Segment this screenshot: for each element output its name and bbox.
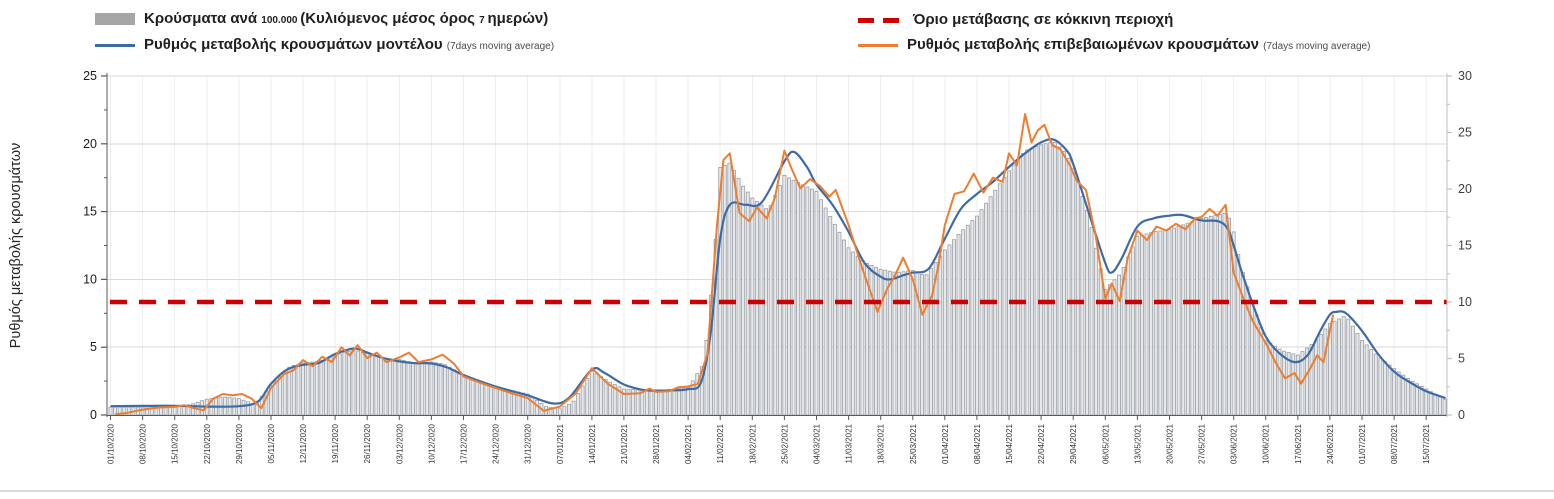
svg-text:15/04/2021: 15/04/2021 [1005, 423, 1014, 464]
svg-text:13/05/2021: 13/05/2021 [1133, 423, 1142, 464]
svg-text:0: 0 [90, 408, 97, 422]
svg-text:28/01/2021: 28/01/2021 [652, 423, 661, 464]
svg-text:01/10/2020: 01/10/2020 [107, 423, 116, 464]
left-axis-title: Ρυθμός μεταβολής κρουσμάτων [8, 143, 24, 349]
svg-text:20/05/2021: 20/05/2021 [1166, 423, 1175, 464]
figure-bottom-border [0, 490, 1554, 492]
svg-text:20: 20 [1458, 182, 1472, 196]
svg-text:18/02/2021: 18/02/2021 [748, 423, 757, 464]
svg-text:17/06/2021: 17/06/2021 [1294, 423, 1303, 464]
svg-text:11/03/2021: 11/03/2021 [845, 423, 854, 463]
svg-text:08/07/2021: 08/07/2021 [1390, 423, 1399, 464]
blue-line-swatch-icon [95, 43, 135, 47]
svg-text:14/01/2021: 14/01/2021 [588, 423, 597, 464]
svg-text:27/05/2021: 27/05/2021 [1198, 423, 1207, 464]
svg-text:21/01/2021: 21/01/2021 [620, 423, 629, 464]
svg-text:05/11/2020: 05/11/2020 [267, 423, 276, 463]
line-series-confirmed-rate [115, 113, 1335, 416]
legend-item-model-rate: Ρυθμός μεταβολής κρουσμάτων μοντέλου (7d… [95, 36, 554, 54]
bars-series-cases-per-100k [108, 141, 1447, 416]
svg-text:31/12/2020: 31/12/2020 [524, 423, 533, 464]
svg-text:06/05/2021: 06/05/2021 [1101, 423, 1110, 464]
legend-label: Ρυθμός μεταβολής επιβεβαιωμένων κρουσμάτ… [907, 36, 1371, 53]
svg-text:29/10/2020: 29/10/2020 [235, 423, 244, 464]
svg-text:03/06/2021: 03/06/2021 [1230, 423, 1239, 464]
svg-text:26/11/2020: 26/11/2020 [363, 423, 372, 463]
orange-line-swatch-icon [858, 43, 898, 47]
svg-text:08/10/2020: 08/10/2020 [139, 423, 148, 464]
svg-text:22/10/2020: 22/10/2020 [203, 423, 212, 464]
svg-text:29/04/2021: 29/04/2021 [1069, 423, 1078, 464]
svg-text:15: 15 [83, 205, 97, 219]
svg-text:20: 20 [83, 137, 97, 151]
svg-text:25: 25 [83, 69, 97, 83]
red-dash-swatch-icon [858, 17, 904, 23]
svg-text:08/04/2021: 08/04/2021 [973, 423, 982, 464]
svg-text:10: 10 [1458, 295, 1472, 309]
line-series-model-rate [110, 138, 1446, 408]
svg-text:22/04/2021: 22/04/2021 [1037, 423, 1046, 464]
legend-item-confirmed-rate: Ρυθμός μεταβολής επιβεβαιωμένων κρουσμάτ… [858, 36, 1370, 54]
svg-text:03/12/2020: 03/12/2020 [395, 423, 404, 464]
right-axis-ticks-labels: 0 5 10 15 20 25 30 [1447, 69, 1472, 422]
svg-text:15: 15 [1458, 239, 1472, 253]
svg-text:07/01/2021: 07/01/2021 [556, 423, 565, 464]
svg-text:24/12/2020: 24/12/2020 [492, 423, 501, 464]
bar-swatch-icon [95, 13, 135, 25]
svg-text:24/06/2021: 24/06/2021 [1326, 423, 1335, 464]
svg-text:0: 0 [1458, 408, 1465, 422]
svg-text:04/03/2021: 04/03/2021 [813, 423, 822, 464]
svg-text:17/12/2020: 17/12/2020 [460, 423, 469, 464]
svg-text:25/02/2021: 25/02/2021 [780, 423, 789, 464]
legend-label: Όριο μετάβασης σε κόκκινη περιοχή [913, 11, 1174, 28]
svg-text:15/07/2021: 15/07/2021 [1422, 423, 1431, 464]
svg-text:10: 10 [83, 272, 97, 286]
svg-text:30: 30 [1458, 69, 1472, 83]
legend-label: Ρυθμός μεταβολής κρουσμάτων μοντέλου (7d… [144, 36, 555, 53]
svg-text:25: 25 [1458, 126, 1472, 140]
svg-text:04/02/2021: 04/02/2021 [684, 423, 693, 464]
svg-text:10/06/2021: 10/06/2021 [1262, 423, 1271, 464]
legend-label: Κρούσματα ανά 100.000 (Κυλιόμενος μέσος … [144, 10, 549, 27]
svg-text:10/12/2020: 10/12/2020 [427, 423, 436, 464]
svg-text:25/03/2021: 25/03/2021 [909, 423, 918, 464]
svg-text:11/02/2021: 11/02/2021 [716, 423, 725, 463]
legend-item-red-threshold: Όριο μετάβασης σε κόκκινη περιοχή [858, 11, 1173, 29]
x-axis-ticks-date-labels: 01/10/2020 08/10/2020 15/10/2020 22/10/2020… [107, 415, 1431, 464]
svg-text:19/11/2020: 19/11/2020 [331, 423, 340, 463]
svg-text:12/11/2020: 12/11/2020 [299, 423, 308, 463]
svg-text:5: 5 [90, 340, 97, 354]
svg-text:18/03/2021: 18/03/2021 [877, 423, 886, 464]
svg-text:01/07/2021: 01/07/2021 [1358, 423, 1367, 464]
left-axis-ticks-labels: 0 5 10 15 20 25 [83, 69, 107, 422]
svg-text:5: 5 [1458, 352, 1465, 366]
legend-item-cases-bars: Κρούσματα ανά 100.000 (Κυλιόμενος μέσος … [95, 10, 548, 28]
svg-text:15/10/2020: 15/10/2020 [171, 423, 180, 464]
svg-text:01/04/2021: 01/04/2021 [941, 423, 950, 464]
